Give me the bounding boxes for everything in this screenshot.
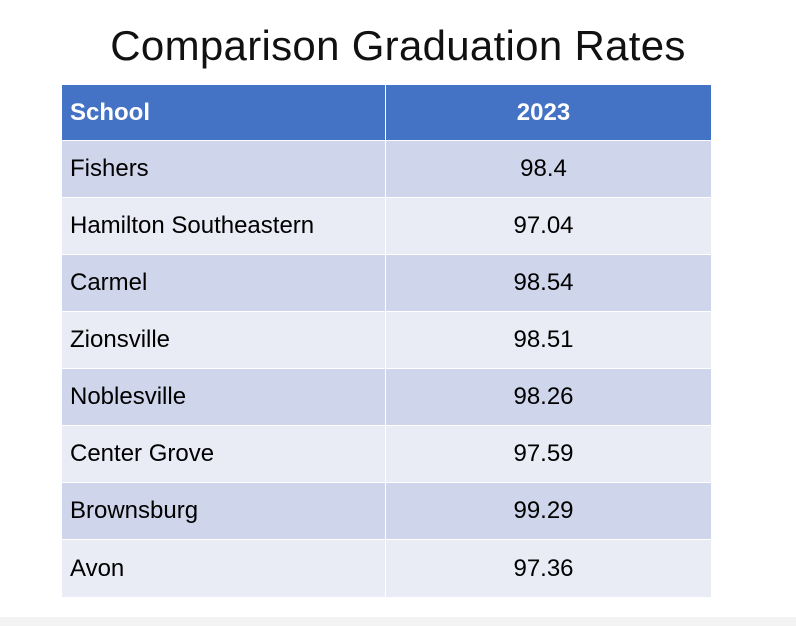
column-header-year: 2023 bbox=[516, 98, 571, 126]
table-row: Center Grove 97.59 bbox=[62, 426, 711, 483]
graduation-rate-cell: 98.51 bbox=[513, 326, 574, 353]
school-name-cell: Center Grove bbox=[62, 426, 386, 482]
bottom-bar bbox=[0, 617, 796, 626]
table-row: Carmel 98.54 bbox=[62, 255, 711, 312]
graduation-rate-cell: 98.54 bbox=[513, 269, 574, 296]
graduation-rate-cell: 97.36 bbox=[513, 554, 574, 582]
school-name-cell: Hamilton Southeastern bbox=[62, 198, 386, 254]
graduation-rate-cell: 98.4 bbox=[520, 155, 567, 182]
school-name-cell: Zionsville bbox=[62, 312, 386, 368]
graduation-rate-cell: 98.26 bbox=[513, 383, 574, 410]
school-name-cell: Noblesville bbox=[62, 369, 386, 425]
table-row: Fishers 98.4 bbox=[62, 141, 711, 198]
table-row: Zionsville 98.51 bbox=[62, 312, 711, 369]
school-name-cell: Carmel bbox=[62, 255, 386, 311]
table-row: Avon 97.36 bbox=[62, 540, 711, 597]
graduation-rate-cell: 97.04 bbox=[513, 212, 574, 239]
school-name-cell: Avon bbox=[62, 540, 386, 597]
slide-title: Comparison Graduation Rates bbox=[110, 22, 686, 69]
graduation-rate-cell: 99.29 bbox=[513, 497, 574, 524]
school-name-cell: Fishers bbox=[62, 141, 386, 197]
graduation-rate-cell: 97.59 bbox=[513, 440, 574, 467]
table-header-row: School 2023 bbox=[62, 85, 711, 141]
graduation-rates-table: School 2023 Fishers 98.4 Hamilton Southe… bbox=[62, 85, 711, 597]
table-row: Brownsburg 99.29 bbox=[62, 483, 711, 540]
column-header-school: School bbox=[62, 85, 386, 140]
school-name-cell: Brownsburg bbox=[62, 483, 386, 539]
table-row: Noblesville 98.26 bbox=[62, 369, 711, 426]
table-row: Hamilton Southeastern 97.04 bbox=[62, 198, 711, 255]
